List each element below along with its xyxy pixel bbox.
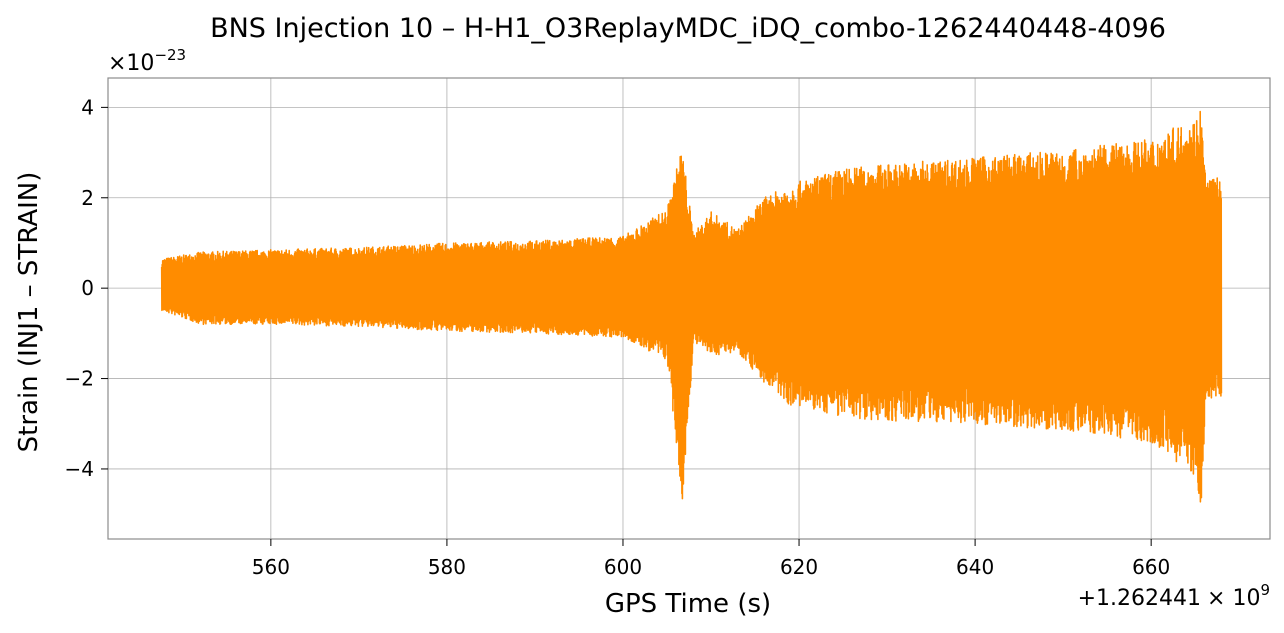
x-offset-value: +1.262441 [1078,586,1201,611]
x-tick-label: 600 [604,555,642,579]
y-scale-base: ×10 [108,51,154,76]
plot-frame [107,77,1271,540]
x-tick-label: 640 [956,555,994,579]
y-scale-exponent: −23 [154,46,186,64]
x-offset-base: × 10 [1207,586,1260,611]
y-tick-label: 2 [81,186,94,210]
x-tick-label: 560 [252,555,290,579]
y-tick-label: 4 [81,95,94,119]
ticks: 560 580 600 620 640 660 4 2 0 −2 −4 [65,95,1171,579]
y-scale-label: ×10−23 [108,46,186,76]
x-axis-label: GPS Time (s) [605,589,771,619]
series-layer [160,110,1223,503]
series-line [160,110,1223,503]
chart-title: BNS Injection 10 – H-H1_O3ReplayMDC_iDQ_… [210,13,1166,44]
x-tick-label: 580 [428,555,466,579]
y-tick-label: −2 [65,367,94,391]
y-tick-label: −4 [65,457,94,481]
y-tick-label: 0 [81,276,94,300]
x-tick-label: 660 [1132,555,1170,579]
x-offset-label: +1.262441 × 109 [1078,581,1270,611]
x-offset-exponent: 9 [1260,581,1270,599]
x-tick-label: 620 [780,555,818,579]
y-axis-label: Strain (INJ1 – STRAIN) [14,172,44,453]
